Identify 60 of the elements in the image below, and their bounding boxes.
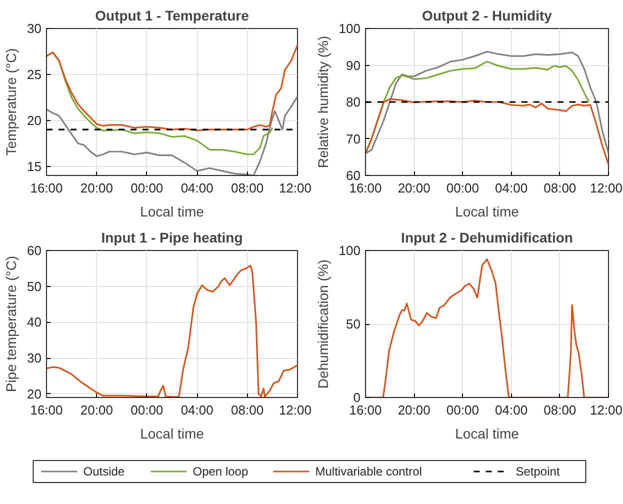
y-tick-label: 30 — [27, 350, 42, 366]
x-tick-label: 16:00 — [349, 402, 382, 418]
x-tick-label: 04:00 — [495, 402, 528, 418]
chart-title: Input 1 - Pipe heating — [101, 230, 243, 246]
x-tick-label: 12:00 — [278, 180, 312, 196]
x-tick-label: 00:00 — [130, 180, 164, 196]
y-tick-label: 30 — [27, 21, 42, 36]
x-tick-label: 08:00 — [544, 180, 576, 196]
x-tick-label: 00:00 — [446, 402, 479, 418]
y-tick-label: 100 — [338, 243, 361, 258]
x-tick-label: 20:00 — [80, 180, 113, 196]
x-axis-title: Local time — [140, 204, 204, 220]
y-tick-label: 20 — [27, 112, 42, 128]
legend-label: Setpoint — [516, 464, 560, 478]
chart-title: Input 2 - Dehumidification — [401, 230, 573, 246]
y-tick-label: 40 — [27, 314, 42, 330]
y-tick-label: 90 — [346, 58, 361, 73]
y-axis-title: Relative humidity (%) — [314, 36, 331, 168]
y-tick-label: 15 — [27, 158, 42, 174]
x-tick-label: 04:00 — [495, 180, 528, 196]
x-axis-title: Local time — [455, 204, 520, 220]
y-axis-title: Pipe temperature (°C) — [3, 256, 20, 392]
x-tick-label: 08:00 — [544, 402, 576, 418]
x-tick-label: 20:00 — [80, 402, 113, 418]
x-axis-title: Local time — [455, 426, 520, 442]
line-series — [366, 98, 608, 166]
legend-label: Open loop — [192, 464, 248, 478]
x-tick-label: 16:00 — [30, 402, 63, 418]
chart-title: Output 2 - Humidity — [422, 8, 552, 24]
y-tick-label: 0 — [353, 390, 361, 405]
legend-label: Outside — [83, 464, 125, 478]
y-tick-label: 80 — [346, 94, 361, 110]
x-tick-label: 20:00 — [398, 402, 430, 418]
x-tick-label: 04:00 — [180, 402, 214, 418]
x-tick-label: 12:00 — [590, 180, 623, 196]
line-series — [366, 50, 608, 154]
x-tick-label: 12:00 — [278, 402, 312, 418]
y-axis-title: Temperature (°C) — [3, 48, 20, 156]
y-tick-label: 50 — [27, 278, 42, 294]
x-tick-label: 12:00 — [590, 402, 623, 418]
y-tick-label: 60 — [27, 243, 42, 258]
x-tick-label: 16:00 — [349, 180, 382, 196]
x-tick-label: 04:00 — [180, 180, 214, 196]
x-tick-label: 20:00 — [398, 180, 430, 196]
x-tick-label: 08:00 — [231, 180, 264, 196]
y-tick-label: 25 — [27, 66, 42, 82]
x-axis-title: Local time — [140, 426, 204, 442]
line-series — [46, 44, 298, 132]
x-tick-label: 00:00 — [130, 402, 164, 418]
y-tick-label: 50 — [346, 316, 361, 332]
chart-title: Output 1 - Temperature — [95, 8, 250, 24]
legend-label: Multivariable control — [315, 464, 422, 478]
x-tick-label: 16:00 — [30, 180, 63, 196]
y-tick-label: 70 — [346, 131, 361, 146]
y-tick-label: 100 — [338, 21, 361, 36]
y-tick-label: 20 — [27, 386, 42, 402]
x-tick-label: 08:00 — [231, 402, 264, 418]
y-axis-title: Dehumidification (%) — [314, 259, 331, 389]
x-tick-label: 00:00 — [446, 180, 479, 196]
y-tick-label: 60 — [346, 168, 361, 183]
